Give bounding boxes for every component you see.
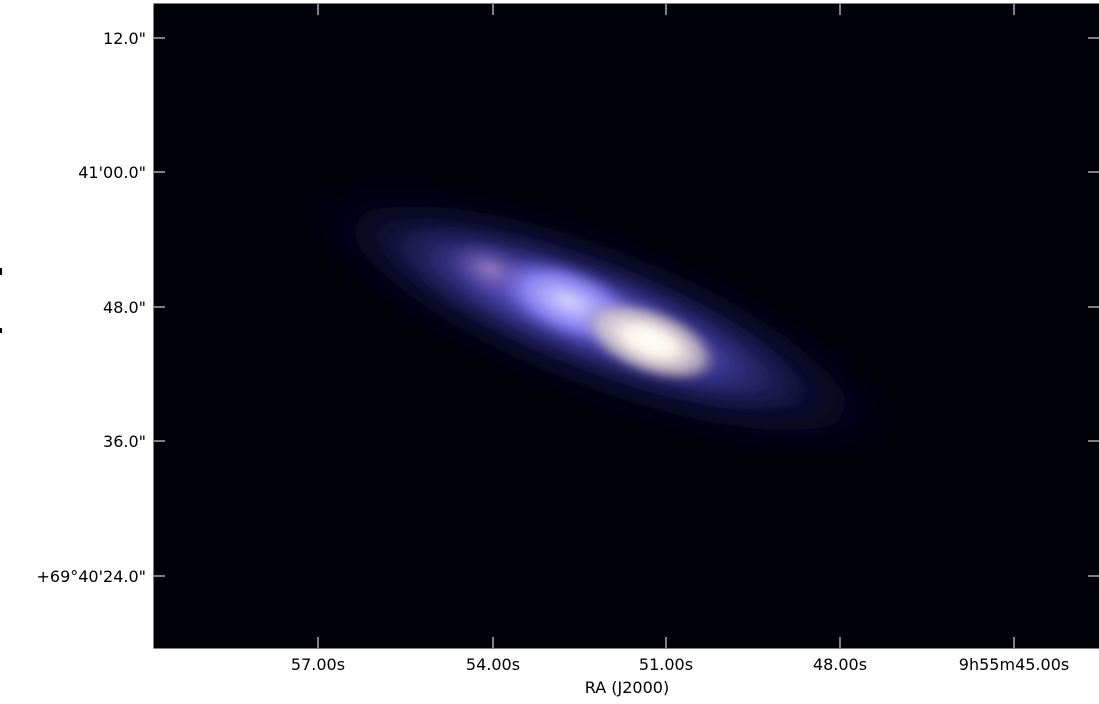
y-tick-labels: 12.0" 41'00.0" 48.0" 36.0" +69°40'24.0" xyxy=(36,29,146,586)
x-tick-label: 9h55m45.00s xyxy=(959,655,1069,674)
x-tick-label: 57.00s xyxy=(291,655,345,674)
x-tick-label: 54.00s xyxy=(466,655,520,674)
x-tick-labels: 57.00s 54.00s 51.00s 48.00s 9h55m45.00s xyxy=(291,655,1069,674)
y-tick-label: 12.0" xyxy=(103,29,146,48)
y-ticks-left xyxy=(154,37,165,577)
x-tick-label: 51.00s xyxy=(639,655,693,674)
x-tick-label: 48.00s xyxy=(813,655,867,674)
y-tick-label: 41'00.0" xyxy=(78,163,146,182)
plot-frame xyxy=(153,3,1099,649)
y-ticks-right xyxy=(1088,37,1099,577)
galaxy-core xyxy=(581,300,719,383)
y-axis-label-fragment xyxy=(0,268,2,333)
galaxy-image xyxy=(290,178,910,458)
x-ticks-top xyxy=(317,4,1015,15)
y-tick-label: 48.0" xyxy=(103,298,146,317)
x-ticks-bottom xyxy=(317,637,1015,648)
y-tick-label: +69°40'24.0" xyxy=(36,567,146,586)
y-tick-label: 36.0" xyxy=(103,432,146,451)
x-axis-label: RA (J2000) xyxy=(585,678,669,697)
